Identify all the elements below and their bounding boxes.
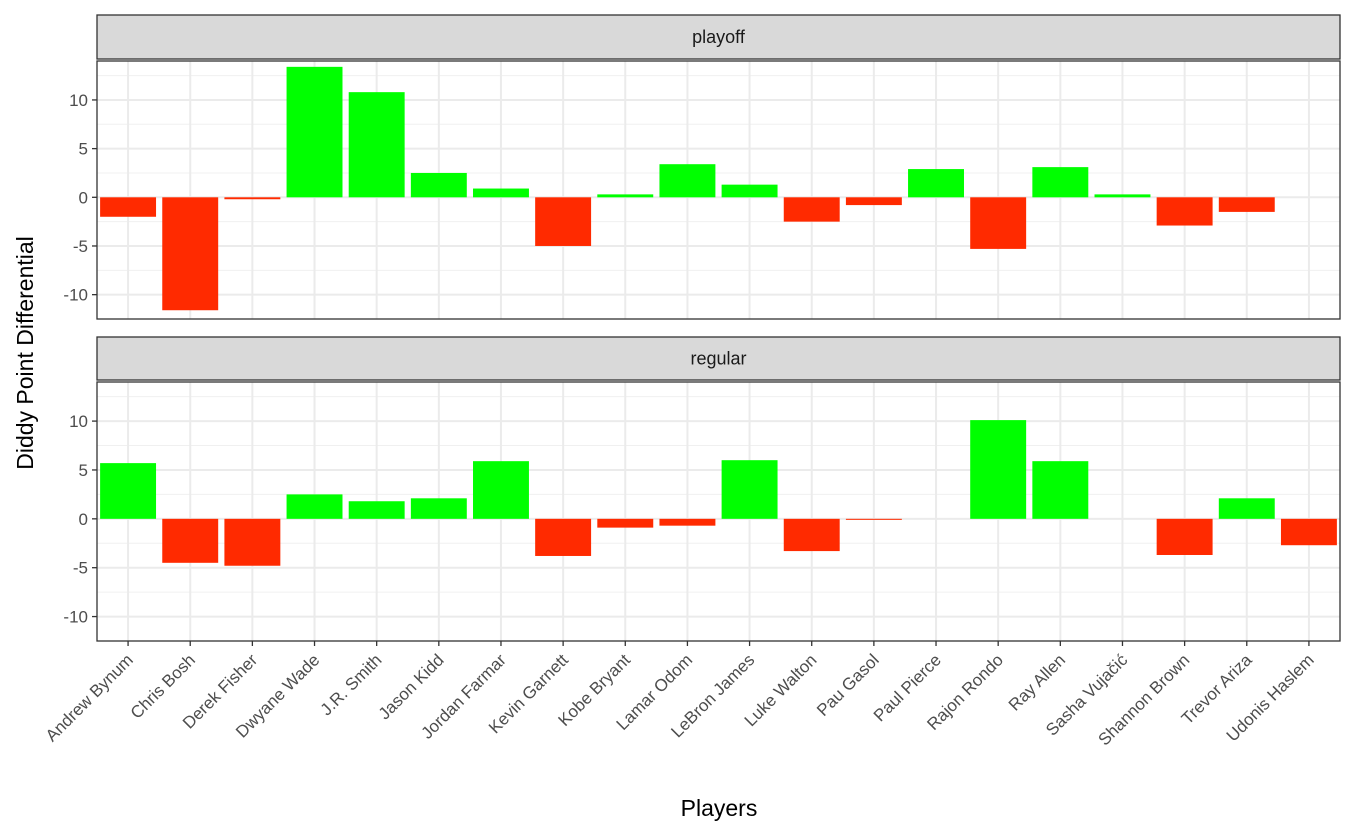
x-axis-title: Players bbox=[681, 795, 758, 821]
y-tick-label: 0 bbox=[79, 510, 88, 529]
bar bbox=[783, 518, 840, 552]
bar bbox=[1032, 461, 1089, 519]
y-axis-title: Diddy Point Differential bbox=[12, 236, 38, 470]
y-tick-label: -10 bbox=[63, 286, 88, 305]
bar bbox=[162, 197, 219, 311]
facet-label-regular: regular bbox=[690, 349, 746, 369]
bar bbox=[845, 197, 902, 206]
x-tick-label: Ray Allen bbox=[1005, 650, 1069, 714]
bar bbox=[410, 498, 467, 519]
y-tick-label: 10 bbox=[69, 412, 88, 431]
bar bbox=[1218, 498, 1275, 519]
bar bbox=[970, 197, 1027, 249]
bar bbox=[535, 197, 592, 246]
bar bbox=[721, 184, 778, 198]
y-tick-label: 5 bbox=[79, 461, 88, 480]
bar bbox=[1218, 197, 1275, 212]
facet-panels: playoff -10 -5 0 5 10 regular -10 -5 0 5 10 Andrew B… bbox=[42, 14, 1341, 749]
bar bbox=[473, 461, 529, 519]
bar bbox=[100, 197, 157, 217]
bar bbox=[286, 494, 343, 519]
bar bbox=[286, 66, 343, 198]
bar bbox=[1094, 194, 1151, 198]
bar bbox=[659, 518, 716, 526]
bar bbox=[970, 420, 1027, 519]
bar bbox=[597, 194, 654, 198]
bar bbox=[1156, 518, 1213, 555]
bar bbox=[1032, 167, 1089, 198]
panel-border bbox=[96, 60, 1341, 320]
bar bbox=[1156, 197, 1213, 226]
bar bbox=[845, 518, 902, 520]
bar bbox=[783, 197, 840, 222]
y-tick-label: 10 bbox=[69, 91, 88, 110]
facet-strip-regular bbox=[96, 336, 1341, 381]
y-tick-label: 0 bbox=[79, 188, 88, 207]
bar bbox=[721, 460, 778, 519]
bar bbox=[348, 501, 405, 519]
bar bbox=[410, 172, 467, 198]
facet-label-playoff: playoff bbox=[692, 27, 746, 47]
bar bbox=[224, 518, 281, 566]
panel-border bbox=[96, 381, 1341, 642]
bar bbox=[100, 463, 157, 519]
x-tick-label: Andrew Bynum bbox=[42, 650, 137, 745]
y-tick-label: 5 bbox=[79, 140, 88, 159]
bar bbox=[1280, 518, 1337, 546]
y-tick-label: -10 bbox=[63, 608, 88, 627]
bar bbox=[348, 92, 405, 198]
bar bbox=[224, 197, 281, 200]
bar bbox=[659, 164, 716, 198]
facet-strip-playoff bbox=[96, 14, 1341, 60]
bar bbox=[473, 188, 529, 198]
bar bbox=[597, 518, 654, 528]
bar bbox=[908, 169, 964, 198]
bar bbox=[535, 518, 592, 556]
bar bbox=[162, 518, 219, 563]
y-tick-label: -5 bbox=[73, 237, 88, 256]
y-tick-label: -5 bbox=[73, 559, 88, 578]
